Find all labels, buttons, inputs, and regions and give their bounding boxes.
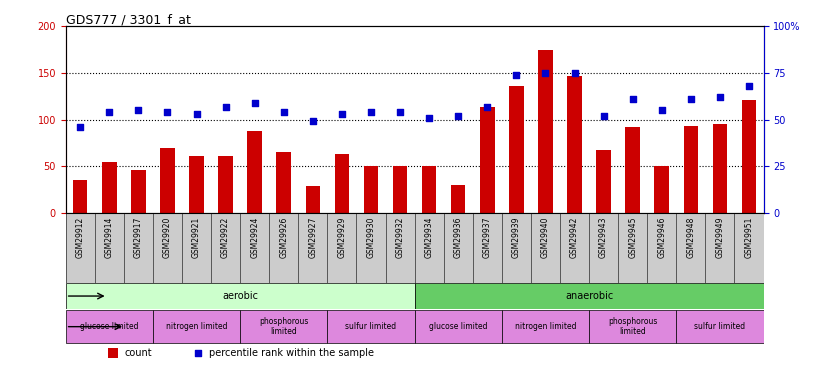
Bar xyxy=(480,108,494,213)
Text: GSM29921: GSM29921 xyxy=(192,216,201,258)
Point xyxy=(539,70,552,76)
Point xyxy=(713,94,727,100)
Text: phosphorous
limited: phosphorous limited xyxy=(608,317,658,336)
Text: GSM29939: GSM29939 xyxy=(511,216,521,258)
Text: GSM29920: GSM29920 xyxy=(163,216,172,258)
Point xyxy=(219,104,232,110)
Text: GSM29943: GSM29943 xyxy=(599,216,608,258)
Bar xyxy=(364,166,378,213)
Bar xyxy=(305,186,320,213)
Text: GSM29924: GSM29924 xyxy=(250,216,259,258)
Text: percentile rank within the sample: percentile rank within the sample xyxy=(209,348,374,358)
FancyBboxPatch shape xyxy=(241,310,328,344)
Bar xyxy=(451,185,466,213)
Point xyxy=(510,72,523,78)
Text: GSM29912: GSM29912 xyxy=(76,216,85,258)
Point xyxy=(655,107,668,113)
Text: GSM29951: GSM29951 xyxy=(745,216,754,258)
Point xyxy=(568,70,581,76)
Point xyxy=(742,83,755,89)
Point xyxy=(481,104,494,110)
Point xyxy=(335,111,348,117)
Bar xyxy=(422,166,437,213)
Text: GSM29937: GSM29937 xyxy=(483,216,492,258)
FancyBboxPatch shape xyxy=(502,310,589,344)
Bar xyxy=(108,348,118,358)
Text: GSM29914: GSM29914 xyxy=(105,216,114,258)
FancyBboxPatch shape xyxy=(328,310,415,344)
Text: GSM29932: GSM29932 xyxy=(396,216,405,258)
Point xyxy=(192,350,205,356)
Point xyxy=(277,109,291,115)
Bar xyxy=(190,156,204,213)
Text: GSM29927: GSM29927 xyxy=(309,216,318,258)
Text: GSM29929: GSM29929 xyxy=(337,216,346,258)
Point xyxy=(365,109,378,115)
Point xyxy=(132,107,145,113)
Text: GSM29949: GSM29949 xyxy=(715,216,724,258)
Text: GSM29940: GSM29940 xyxy=(541,216,550,258)
Text: GSM29922: GSM29922 xyxy=(221,216,230,258)
Point xyxy=(597,113,610,119)
Text: GSM29917: GSM29917 xyxy=(134,216,143,258)
Bar xyxy=(335,154,349,213)
Text: GSM29948: GSM29948 xyxy=(686,216,695,258)
Point xyxy=(74,124,87,130)
Bar xyxy=(218,156,233,213)
Bar xyxy=(392,166,407,213)
Point xyxy=(452,113,465,119)
FancyBboxPatch shape xyxy=(415,284,764,309)
FancyBboxPatch shape xyxy=(589,310,677,344)
Point xyxy=(393,109,406,115)
Text: glucose limited: glucose limited xyxy=(80,322,139,331)
FancyBboxPatch shape xyxy=(415,310,502,344)
Bar xyxy=(247,131,262,213)
Text: nitrogen limited: nitrogen limited xyxy=(166,322,227,331)
Point xyxy=(190,111,203,117)
Text: GSM29942: GSM29942 xyxy=(570,216,579,258)
Text: aerobic: aerobic xyxy=(222,291,258,301)
Bar xyxy=(567,76,582,213)
Bar xyxy=(509,86,524,213)
Text: GDS777 / 3301_f_at: GDS777 / 3301_f_at xyxy=(66,13,190,26)
Bar xyxy=(131,170,145,213)
Point xyxy=(306,118,319,124)
Bar xyxy=(654,166,669,213)
Text: GSM29936: GSM29936 xyxy=(454,216,463,258)
Text: GSM29930: GSM29930 xyxy=(366,216,375,258)
Text: GSM29945: GSM29945 xyxy=(628,216,637,258)
Bar xyxy=(626,127,640,213)
Text: phosphorous
limited: phosphorous limited xyxy=(259,317,309,336)
Bar xyxy=(73,180,88,213)
Text: sulfur limited: sulfur limited xyxy=(346,322,397,331)
Point xyxy=(626,96,640,102)
Bar xyxy=(596,150,611,213)
Bar xyxy=(684,126,698,213)
Point xyxy=(248,100,261,106)
FancyBboxPatch shape xyxy=(153,310,241,344)
Text: GSM29946: GSM29946 xyxy=(658,216,667,258)
FancyBboxPatch shape xyxy=(66,310,153,344)
Text: nitrogen limited: nitrogen limited xyxy=(515,322,576,331)
Bar xyxy=(539,50,553,213)
Text: count: count xyxy=(125,348,153,358)
Bar xyxy=(160,148,175,213)
Bar xyxy=(102,162,117,213)
FancyBboxPatch shape xyxy=(66,284,415,309)
Bar xyxy=(277,152,291,213)
Bar xyxy=(713,124,727,213)
Text: glucose limited: glucose limited xyxy=(429,322,488,331)
Point xyxy=(161,109,174,115)
Point xyxy=(684,96,697,102)
Text: GSM29934: GSM29934 xyxy=(424,216,433,258)
Text: anaerobic: anaerobic xyxy=(565,291,613,301)
Text: sulfur limited: sulfur limited xyxy=(695,322,745,331)
Point xyxy=(103,109,116,115)
FancyBboxPatch shape xyxy=(677,310,764,344)
Text: GSM29926: GSM29926 xyxy=(279,216,288,258)
Bar xyxy=(741,100,756,213)
Point xyxy=(423,115,436,121)
